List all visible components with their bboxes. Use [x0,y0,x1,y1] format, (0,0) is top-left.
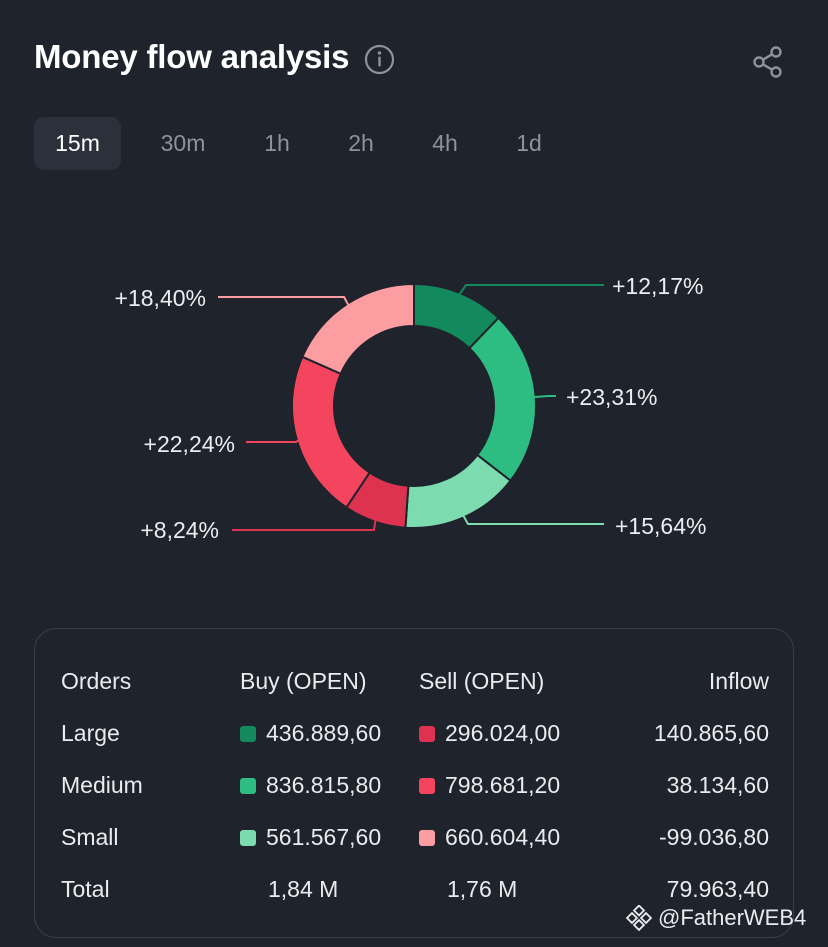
sell-small-swatch [419,830,435,846]
leader-line-sell-small [218,296,351,308]
sell-value: 296.024,00 [419,713,560,753]
orders-table: Orders Buy (OPEN) Sell (OPEN) Inflow Lar… [34,628,794,938]
header-sell: Sell (OPEN) [419,668,545,694]
label-buy-small: +15,64% [615,513,706,539]
sell-value: 660.604,40 [419,817,560,857]
inflow-value: 140.865,60 [653,720,769,746]
header-inflow: Inflow [708,668,769,694]
sell-medium-swatch [419,778,435,794]
label-buy-large: +12,17% [612,273,703,299]
tab-4h[interactable]: 4h [432,130,458,156]
share-icon[interactable] [750,44,786,80]
watermark: @FatherWEB4 [626,905,806,931]
inflow-value: 38.134,60 [666,772,769,798]
buy-value: 436.889,60 [240,713,381,753]
donut-segment-sell-small [301,282,415,376]
page-title: Money flow analysis [34,38,350,75]
buy-value: 561.567,60 [240,817,381,857]
tab-30m[interactable]: 30m [160,130,206,156]
tab-1h[interactable]: 1h [264,130,290,156]
tab-15m[interactable]: 15m [34,117,121,170]
buy-small-swatch [240,830,256,846]
leader-line-buy-large [457,284,604,298]
binance-logo-icon [626,905,652,931]
leader-line-sell-large [232,517,377,531]
info-icon[interactable] [364,44,395,75]
leader-line-buy-small [461,513,604,525]
row-label: Total [61,876,110,902]
label-sell-medium: +22,24% [144,431,235,457]
buy-medium-swatch [240,778,256,794]
table-row-medium: Medium 836.815,80 798.681,20 38.134,60 [35,765,795,805]
table-row-total: Total 1,84 M 1,76 M 79.963,40 [35,869,795,909]
leader-line-buy-medium [531,395,556,399]
buy-total: 1,84 M [268,876,339,902]
tab-2h[interactable]: 2h [348,130,374,156]
buy-value: 836.815,80 [240,765,381,805]
sell-large-swatch [419,726,435,742]
table-row-small: Small 561.567,60 660.604,40 -99.036,80 [35,817,795,857]
inflow-total: 79.963,40 [666,876,769,902]
sell-total: 1,76 M [447,876,518,902]
row-label: Small [61,824,119,850]
money-flow-donut-chart: +12,17% +23,31% +15,64% +8,24% +22,24% +… [115,273,707,543]
sell-value: 798.681,20 [419,765,560,805]
label-sell-small: +18,40% [115,285,206,311]
table-header-row: Orders Buy (OPEN) Sell (OPEN) Inflow [35,661,795,701]
label-buy-medium: +23,31% [566,384,657,410]
table-row-large: Large 436.889,60 296.024,00 140.865,60 [35,713,795,753]
donut-segment-sell-medium [291,355,372,509]
row-label: Medium [61,772,143,798]
watermark-text: @FatherWEB4 [658,905,807,930]
buy-large-swatch [240,726,256,742]
label-sell-large: +8,24% [140,517,219,543]
row-label: Large [61,720,120,746]
header-orders: Orders [61,668,132,694]
inflow-value: -99.036,80 [659,824,769,850]
header-buy: Buy (OPEN) [240,668,367,694]
tab-1d[interactable]: 1d [516,130,542,156]
leader-line-sell-medium [246,438,302,443]
